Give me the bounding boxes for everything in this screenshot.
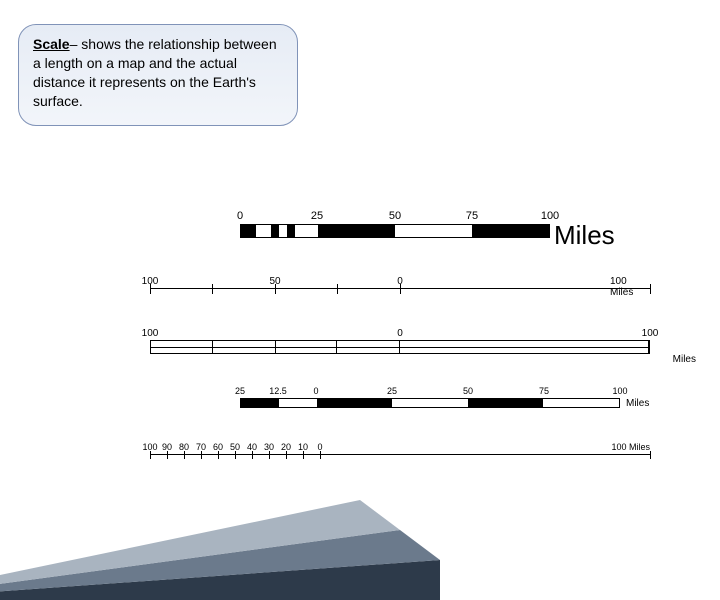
bar-segment <box>472 225 550 237</box>
tick-mark <box>235 451 236 459</box>
scales-area: 0255075100 Miles 100500100 Miles 1000100… <box>110 210 700 494</box>
sep: – <box>70 36 82 52</box>
tick-label: 12.5 <box>269 386 287 396</box>
tick-mark <box>337 284 338 294</box>
tick-mark <box>252 451 253 459</box>
scale-bar-4: 2512.50255075100 Miles <box>240 386 680 424</box>
scale-bar-3: 1000100 Miles <box>150 328 690 368</box>
tick-mark <box>400 284 401 294</box>
term: Scale <box>33 36 70 52</box>
bar-segment <box>395 225 472 237</box>
scale-bar-1: 0255075100 Miles <box>240 210 680 258</box>
tick-mark <box>201 451 202 459</box>
tick-label: 50 <box>463 386 473 396</box>
bar-segment <box>271 225 279 237</box>
bar-segment <box>318 225 396 237</box>
bar-segment <box>241 399 279 407</box>
tick-mark <box>275 284 276 294</box>
bar-segment <box>241 225 256 237</box>
bar-segment <box>468 399 544 407</box>
tick-label: 0 <box>397 328 403 339</box>
unit-label: Miles <box>626 398 649 409</box>
tick-mark <box>303 451 304 459</box>
tick-label: 75 <box>466 210 478 222</box>
scale-bar-2: 100500100 Miles <box>150 276 690 310</box>
tick-label: 100 <box>142 328 159 339</box>
tick-mark <box>650 284 651 294</box>
bar-segment <box>279 399 317 407</box>
tick-label: 100 <box>642 328 659 339</box>
tick-label: 75 <box>539 386 549 396</box>
definition-callout: Scale– shows the relationship between a … <box>18 24 298 126</box>
unit-label: Miles <box>673 354 696 365</box>
tick-label: 100 Miles <box>611 442 650 452</box>
tick-label: 100 <box>612 386 627 396</box>
tick-mark <box>320 451 321 459</box>
tick-mark <box>286 451 287 459</box>
bar-segment <box>392 399 468 407</box>
bar-segment <box>287 225 295 237</box>
tick-mark <box>150 451 151 459</box>
tick-mark <box>184 451 185 459</box>
tick-label: 25 <box>235 386 245 396</box>
tick-label: 0 <box>313 386 318 396</box>
scale-bar-5: 1009080706050403020100100 Miles <box>150 442 690 476</box>
bar-segment <box>295 225 318 237</box>
tick-mark <box>212 284 213 294</box>
tick-label: 50 <box>389 210 401 222</box>
bar-segment <box>543 399 619 407</box>
bar-segment <box>279 225 287 237</box>
tick-label: 25 <box>311 210 323 222</box>
tick-label: 0 <box>237 210 243 222</box>
tick-label: 25 <box>387 386 397 396</box>
tick-mark <box>150 284 151 294</box>
tick-mark <box>218 451 219 459</box>
unit-label: Miles <box>554 220 615 251</box>
tick-mark <box>269 451 270 459</box>
bar-segment <box>256 225 271 237</box>
tick-mark <box>167 451 168 459</box>
tick-mark <box>650 451 651 459</box>
bar-segment <box>317 399 393 407</box>
